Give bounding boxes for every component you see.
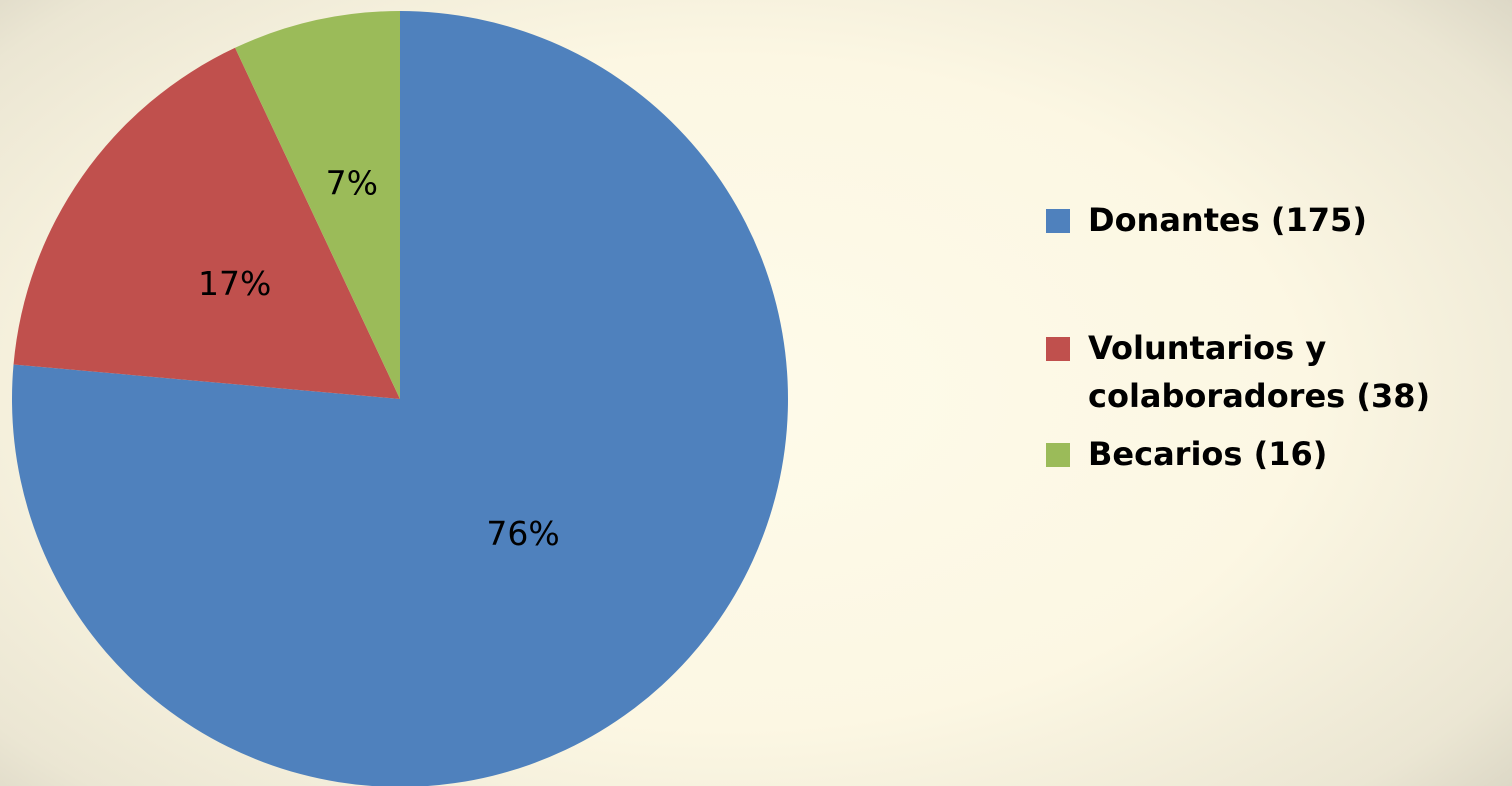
legend-item-voluntarios: Voluntarios y colaboradores (38) — [1046, 324, 1506, 420]
legend-label-voluntarios: Voluntarios y colaboradores (38) — [1088, 329, 1431, 415]
pie-label-voluntarios: 17% — [198, 264, 271, 303]
pie-slice-voluntarios — [13, 47, 400, 399]
pie-slice-donantes — [12, 11, 788, 786]
pie-chart: 76% 17% 7% — [12, 11, 788, 786]
pie-label-donantes: 76% — [486, 514, 559, 553]
pie-slices — [12, 11, 788, 786]
legend-swatch-voluntarios — [1046, 337, 1070, 361]
pie-label-becarios: 7% — [326, 164, 378, 203]
legend-item-donantes: Donantes (175) — [1046, 196, 1506, 244]
chart-legend: Donantes (175) Voluntarios y colaborador… — [1046, 196, 1506, 478]
legend-item-becarios: Becarios (16) — [1046, 430, 1506, 478]
legend-swatch-becarios — [1046, 443, 1070, 467]
pie-labels: 76% 17% 7% — [198, 164, 560, 553]
legend-label-becarios: Becarios (16) — [1088, 435, 1328, 473]
pie-slice-becarios — [235, 11, 400, 399]
legend-label-donantes: Donantes (175) — [1088, 201, 1367, 239]
legend-swatch-donantes — [1046, 209, 1070, 233]
